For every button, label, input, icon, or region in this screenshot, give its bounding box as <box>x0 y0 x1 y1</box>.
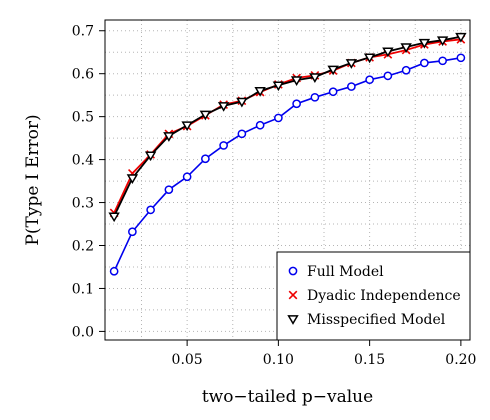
data-point <box>274 113 283 123</box>
y-tick-label: 0.5 <box>72 110 94 126</box>
data-point <box>146 205 155 215</box>
x-axis-title: two−tailed p−value <box>202 387 373 407</box>
x-axis: 0.05 0.10 0.15 0.20 <box>172 340 476 368</box>
data-point <box>164 185 174 195</box>
data-point <box>237 129 247 139</box>
x-tick-label: 0.15 <box>354 352 385 368</box>
y-tick-label: 0.1 <box>72 281 94 297</box>
data-point <box>327 65 339 76</box>
data-point <box>290 76 303 87</box>
legend: Full Model Dyadic Independence Misspecifie… <box>276 251 471 341</box>
legend-marker <box>288 266 298 276</box>
series-layer <box>108 32 467 276</box>
data-point <box>383 71 393 81</box>
data-point <box>345 59 358 69</box>
data-point <box>128 227 137 237</box>
legend-label: Misspecified Model <box>307 312 446 328</box>
legend-marker <box>288 290 298 300</box>
data-point <box>365 75 374 85</box>
data-point <box>272 81 285 92</box>
legend-label: Full Model <box>307 264 384 280</box>
data-point <box>420 58 429 68</box>
data-point <box>310 92 320 102</box>
data-point <box>109 266 119 276</box>
series-line <box>113 57 462 272</box>
data-point <box>108 212 120 223</box>
data-point <box>456 53 466 63</box>
x-tick-label: 0.05 <box>172 352 203 368</box>
data-point <box>201 154 210 164</box>
y-tick-label: 0.4 <box>72 153 94 169</box>
series-misspecified-model <box>108 32 467 223</box>
data-point <box>163 132 175 142</box>
legend-label: Dyadic Independence <box>307 288 461 304</box>
data-point <box>144 151 157 162</box>
y-axis-title: P(Type I Error) <box>23 114 43 245</box>
data-point <box>382 47 394 58</box>
data-point <box>217 102 230 112</box>
data-point <box>236 97 248 108</box>
data-point <box>438 56 447 66</box>
series-dyadic-independence <box>109 34 466 218</box>
y-axis: 0.0 0.1 0.2 0.3 0.4 0.5 0.6 0.7 <box>72 24 105 340</box>
data-point <box>254 87 266 97</box>
y-tick-label: 0.2 <box>72 239 94 255</box>
x-tick-label: 0.10 <box>263 352 294 368</box>
y-tick-label: 0.6 <box>72 67 94 83</box>
y-tick-label: 0.0 <box>72 324 94 340</box>
data-point <box>199 110 212 121</box>
data-point <box>182 172 192 182</box>
data-point <box>292 99 301 109</box>
data-point <box>181 121 193 132</box>
data-point <box>455 32 467 43</box>
series-full-model <box>109 53 466 276</box>
data-point <box>328 87 338 97</box>
data-point <box>255 120 265 130</box>
data-point <box>418 38 431 49</box>
data-point <box>347 82 356 91</box>
legend-box <box>276 251 471 341</box>
data-point <box>219 141 228 150</box>
data-point <box>363 53 376 64</box>
y-tick-label: 0.3 <box>72 196 94 212</box>
data-point <box>436 36 449 47</box>
data-point <box>401 65 411 75</box>
legend-marker <box>287 315 299 325</box>
data-point <box>126 174 139 184</box>
y-tick-label: 0.7 <box>72 24 94 40</box>
data-point <box>400 43 412 53</box>
data-point <box>309 73 321 84</box>
x-tick-label: 0.20 <box>445 352 476 368</box>
